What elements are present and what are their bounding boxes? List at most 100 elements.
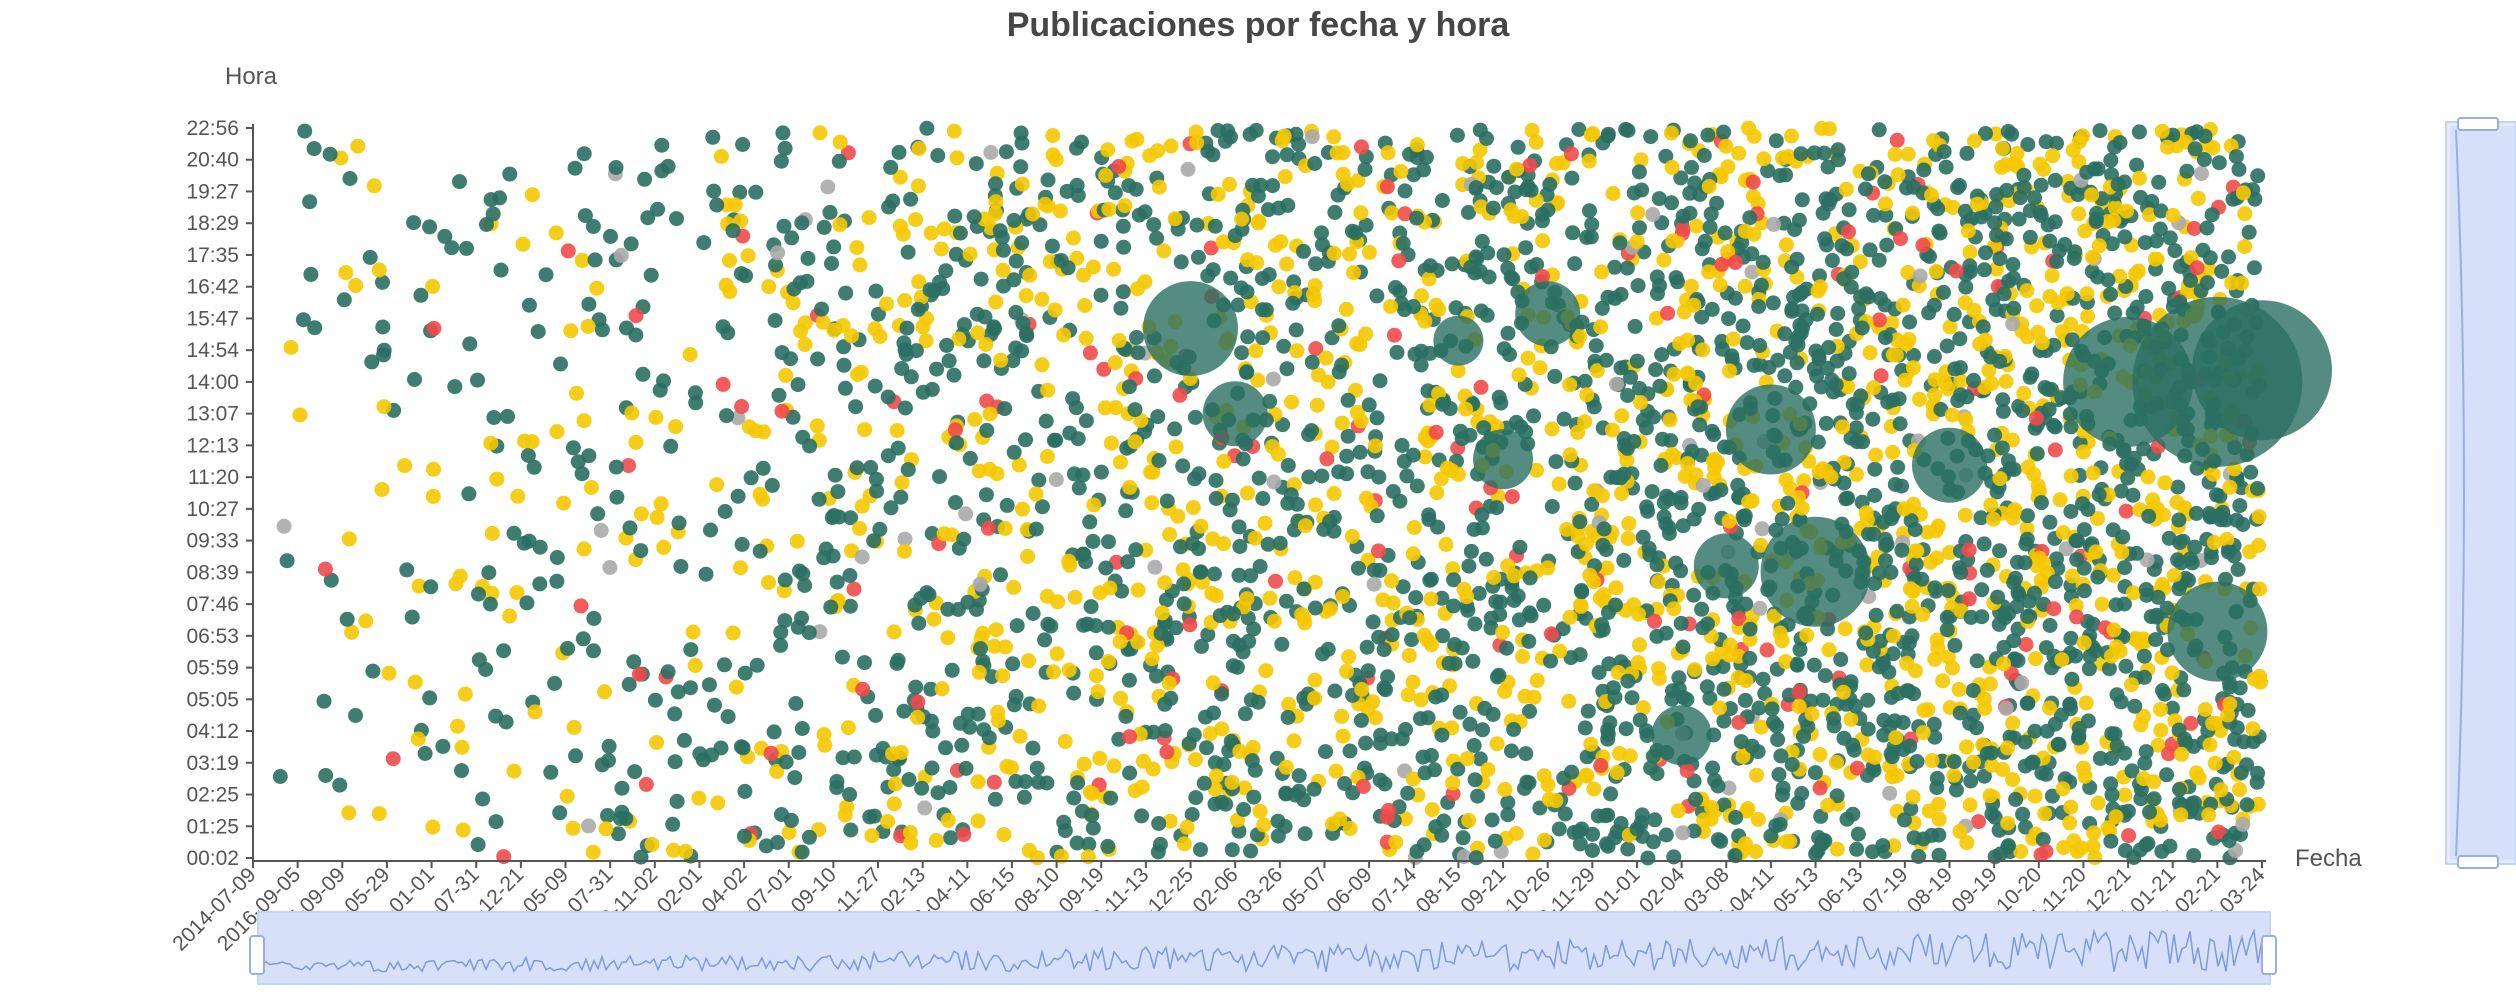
data-point[interactable] xyxy=(1618,121,1634,137)
data-point[interactable] xyxy=(972,576,988,592)
data-point[interactable] xyxy=(1070,775,1086,791)
data-point[interactable] xyxy=(835,318,851,333)
data-point[interactable] xyxy=(1715,659,1731,675)
data-point[interactable] xyxy=(719,408,734,424)
data-point[interactable] xyxy=(1176,596,1192,612)
data-point[interactable] xyxy=(838,285,854,301)
data-point[interactable] xyxy=(2247,191,2263,207)
data-point[interactable] xyxy=(1255,330,1271,346)
data-point[interactable] xyxy=(1915,725,1931,741)
data-point[interactable] xyxy=(1853,289,1869,305)
data-point[interactable] xyxy=(1083,599,1099,615)
data-point[interactable] xyxy=(1365,614,1381,630)
data-point[interactable] xyxy=(306,141,322,157)
data-point[interactable] xyxy=(2164,665,2180,681)
data-point[interactable] xyxy=(1350,560,1366,576)
data-point[interactable] xyxy=(2222,679,2238,695)
data-point[interactable] xyxy=(1384,627,1400,643)
data-point[interactable] xyxy=(1162,527,1178,542)
data-point[interactable] xyxy=(1250,215,1266,231)
data-point[interactable] xyxy=(1985,292,2001,308)
data-point[interactable] xyxy=(1121,379,1137,395)
data-point[interactable] xyxy=(1594,488,1610,504)
data-point[interactable] xyxy=(1959,835,1975,851)
data-point[interactable] xyxy=(967,412,983,427)
data-point[interactable] xyxy=(2106,622,2122,638)
data-point[interactable] xyxy=(2231,161,2247,177)
data-point[interactable] xyxy=(1935,673,1951,689)
data-point[interactable] xyxy=(2104,787,2120,803)
data-point[interactable] xyxy=(1222,176,1237,192)
data-point[interactable] xyxy=(602,560,618,575)
data-point[interactable] xyxy=(1101,619,1116,635)
data-point[interactable] xyxy=(1429,485,1445,501)
data-point[interactable] xyxy=(1603,786,1619,802)
data-point[interactable] xyxy=(2087,161,2103,177)
data-point[interactable] xyxy=(2117,787,2133,803)
data-point[interactable] xyxy=(2211,508,2227,524)
data-point[interactable] xyxy=(1397,206,1413,222)
data-point[interactable] xyxy=(2026,467,2042,482)
data-point[interactable] xyxy=(817,737,833,753)
data-point[interactable] xyxy=(1687,175,1703,191)
data-point[interactable] xyxy=(940,630,956,646)
data-point[interactable] xyxy=(938,740,953,756)
y-zoom-handle-bottom[interactable] xyxy=(2457,855,2499,869)
data-point[interactable] xyxy=(1340,392,1356,408)
data-point[interactable] xyxy=(1231,519,1247,535)
data-point[interactable] xyxy=(715,376,731,392)
data-point[interactable] xyxy=(585,219,601,234)
data-point[interactable] xyxy=(1115,218,1131,234)
data-point[interactable] xyxy=(1224,842,1240,858)
data-point[interactable] xyxy=(1430,519,1446,535)
data-point[interactable] xyxy=(910,178,926,194)
data-point[interactable] xyxy=(2029,298,2045,314)
data-point[interactable] xyxy=(2118,658,2134,674)
data-point[interactable] xyxy=(826,239,842,255)
data-point[interactable] xyxy=(954,737,970,753)
data-point[interactable] xyxy=(1756,151,1772,167)
data-point[interactable] xyxy=(1936,144,1952,160)
data-point[interactable] xyxy=(1995,392,2011,408)
data-point[interactable] xyxy=(1266,613,1282,629)
data-point[interactable] xyxy=(2054,324,2070,340)
data-point[interactable] xyxy=(1885,444,1901,460)
data-point[interactable] xyxy=(470,372,485,388)
data-point[interactable] xyxy=(1774,633,1790,649)
data-point[interactable] xyxy=(2187,539,2203,555)
data-point[interactable] xyxy=(1487,833,1503,849)
data-point[interactable] xyxy=(2199,220,2215,236)
data-point[interactable] xyxy=(1613,470,1629,486)
data-point[interactable] xyxy=(2036,555,2051,571)
data-point[interactable] xyxy=(1047,302,1063,318)
data-point[interactable] xyxy=(1753,537,1769,553)
data-point[interactable] xyxy=(1029,850,1045,866)
data-point[interactable] xyxy=(2124,677,2139,693)
data-point[interactable] xyxy=(919,585,935,601)
data-point[interactable] xyxy=(829,574,845,590)
data-point[interactable] xyxy=(520,448,536,463)
data-point[interactable] xyxy=(1990,589,2006,605)
data-point[interactable] xyxy=(2063,419,2079,435)
data-point[interactable] xyxy=(800,250,816,266)
data-point[interactable] xyxy=(1772,816,1788,832)
data-point[interactable] xyxy=(2162,838,2178,854)
data-point[interactable] xyxy=(1339,466,1355,482)
data-point[interactable] xyxy=(2049,551,2064,567)
data-point[interactable] xyxy=(1478,551,1494,567)
data-point[interactable] xyxy=(1886,838,1902,854)
data-point[interactable] xyxy=(1812,780,1828,796)
data-point[interactable] xyxy=(1034,357,1050,373)
data-point[interactable] xyxy=(2171,512,2187,528)
data-point[interactable] xyxy=(2034,765,2050,781)
data-point[interactable] xyxy=(1909,754,1925,769)
data-point[interactable] xyxy=(755,491,770,507)
data-point[interactable] xyxy=(2171,795,2187,811)
data-point[interactable] xyxy=(1053,848,1069,864)
data-point[interactable] xyxy=(941,353,957,369)
data-point[interactable] xyxy=(454,763,469,779)
data-point[interactable] xyxy=(999,758,1015,774)
data-point[interactable] xyxy=(1130,281,1146,297)
data-point[interactable] xyxy=(1240,485,1255,501)
data-point[interactable] xyxy=(530,324,546,340)
